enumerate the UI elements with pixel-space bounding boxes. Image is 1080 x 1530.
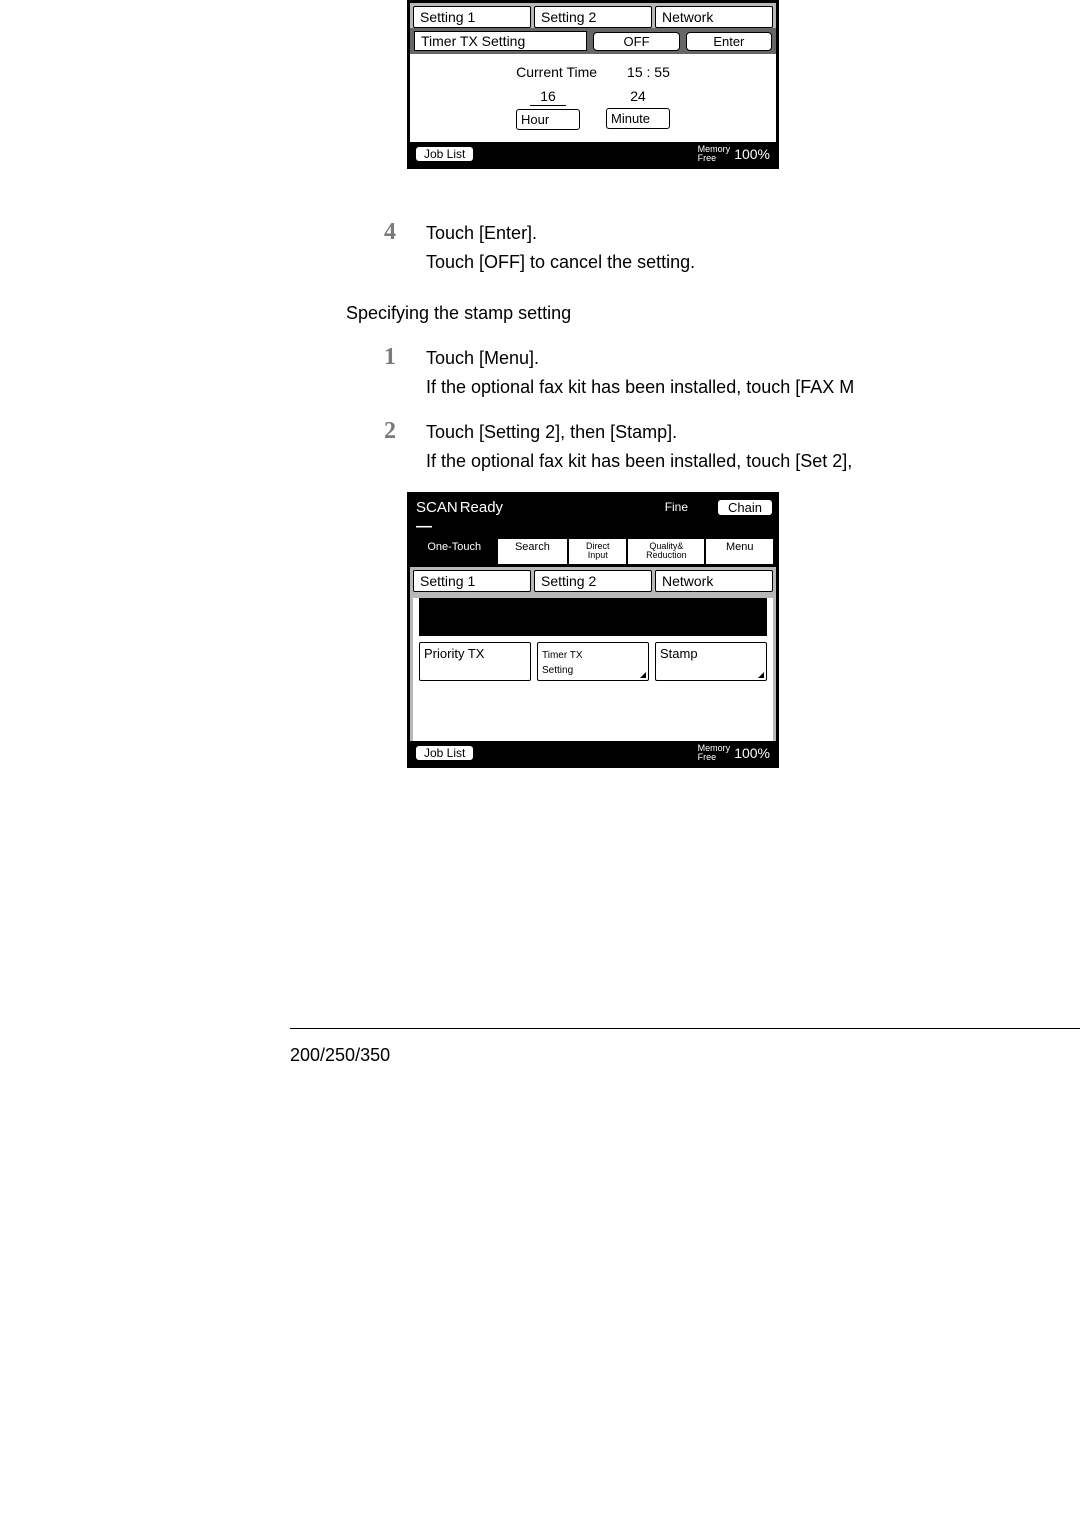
memory-free-pct: 100% (734, 745, 770, 761)
job-list-button[interactable]: Job List (416, 746, 473, 760)
black-band (419, 598, 767, 636)
minute-button[interactable]: Minute (606, 108, 670, 129)
step-text: Touch [Enter]. (426, 223, 537, 244)
corner-icon (640, 672, 646, 678)
scan-panel: SCAN Ready Fine Chain — One-Touch Search… (407, 492, 779, 768)
tab-menu[interactable]: Menu (705, 538, 774, 565)
page-footer: 200/250/350 (290, 1045, 1080, 1066)
job-list-button[interactable]: Job List (416, 147, 473, 161)
time-area: Current Time 15 : 55 16 Hour 24 Minute (410, 54, 776, 142)
stamp-label: Stamp (660, 646, 698, 661)
top-tabs: One-Touch Search Direct Input Quality& R… (410, 536, 776, 567)
corner-icon (758, 672, 764, 678)
tab-setting-1[interactable]: Setting 1 (413, 6, 531, 28)
page-divider (290, 1028, 1080, 1029)
minute-value: 24 (620, 88, 656, 105)
tab-direct-input[interactable]: Direct Input (568, 538, 627, 565)
tab-one-touch[interactable]: One-Touch (412, 538, 497, 565)
fine-label: Fine (665, 500, 688, 514)
options-row: Priority TX Timer TX Setting Stamp (413, 636, 773, 741)
tab-setting-2[interactable]: Setting 2 (534, 570, 652, 592)
ready-label: Ready (460, 499, 503, 516)
footer-bar: Job List Memory Free 100% (410, 142, 776, 166)
timer-tx-setting-label: Timer TX Setting (414, 31, 587, 51)
tab-search[interactable]: Search (497, 538, 569, 565)
footer-bar: Job List Memory Free 100% (410, 741, 776, 765)
hour-value: 16 (530, 88, 566, 106)
tab-setting-1[interactable]: Setting 1 (413, 570, 531, 592)
section-title: Specifying the stamp setting (346, 303, 1080, 324)
step-subtext: Touch [OFF] to cancel the setting. (426, 252, 1080, 273)
step-number: 4 (384, 219, 426, 246)
tabs-row: Setting 1 Setting 2 Network (410, 3, 776, 28)
tab-network[interactable]: Network (655, 570, 773, 592)
step-subtext: If the optional fax kit has been install… (426, 451, 1080, 472)
priority-tx-button[interactable]: Priority TX (419, 642, 531, 681)
tabs-row: Setting 1 Setting 2 Network (410, 567, 776, 592)
step-text: Touch [Menu]. (426, 348, 539, 369)
memory-free-label: Memory Free (698, 145, 731, 163)
enter-button[interactable]: Enter (686, 32, 772, 51)
memory-free-pct: 100% (734, 146, 770, 162)
timer-tx-panel: Setting 1 Setting 2 Network Timer TX Set… (407, 0, 779, 169)
subheader: Timer TX Setting OFF Enter (410, 28, 776, 54)
step-text: Touch [Setting 2], then [Stamp]. (426, 422, 677, 443)
step-number: 1 (384, 344, 426, 371)
scan-label: SCAN (416, 499, 458, 516)
current-time-value: 15 : 55 (627, 64, 670, 80)
chain-button[interactable]: Chain (718, 500, 772, 515)
hour-button[interactable]: Hour (516, 109, 580, 130)
tab-setting-2[interactable]: Setting 2 (534, 6, 652, 28)
step-number: 2 (384, 418, 426, 445)
tab-network[interactable]: Network (655, 6, 773, 28)
priority-tx-label: Priority TX (424, 646, 484, 661)
step-subtext: If the optional fax kit has been install… (426, 377, 1080, 398)
tab-quality-reduction[interactable]: Quality& Reduction (627, 538, 705, 565)
current-time-label: Current Time (516, 64, 597, 80)
off-button[interactable]: OFF (593, 32, 679, 51)
timer-tx-setting-button[interactable]: Timer TX Setting (537, 642, 649, 681)
timer-tx-label: Timer TX Setting (542, 650, 583, 677)
memory-free-label: Memory Free (698, 744, 731, 762)
stamp-button[interactable]: Stamp (655, 642, 767, 681)
